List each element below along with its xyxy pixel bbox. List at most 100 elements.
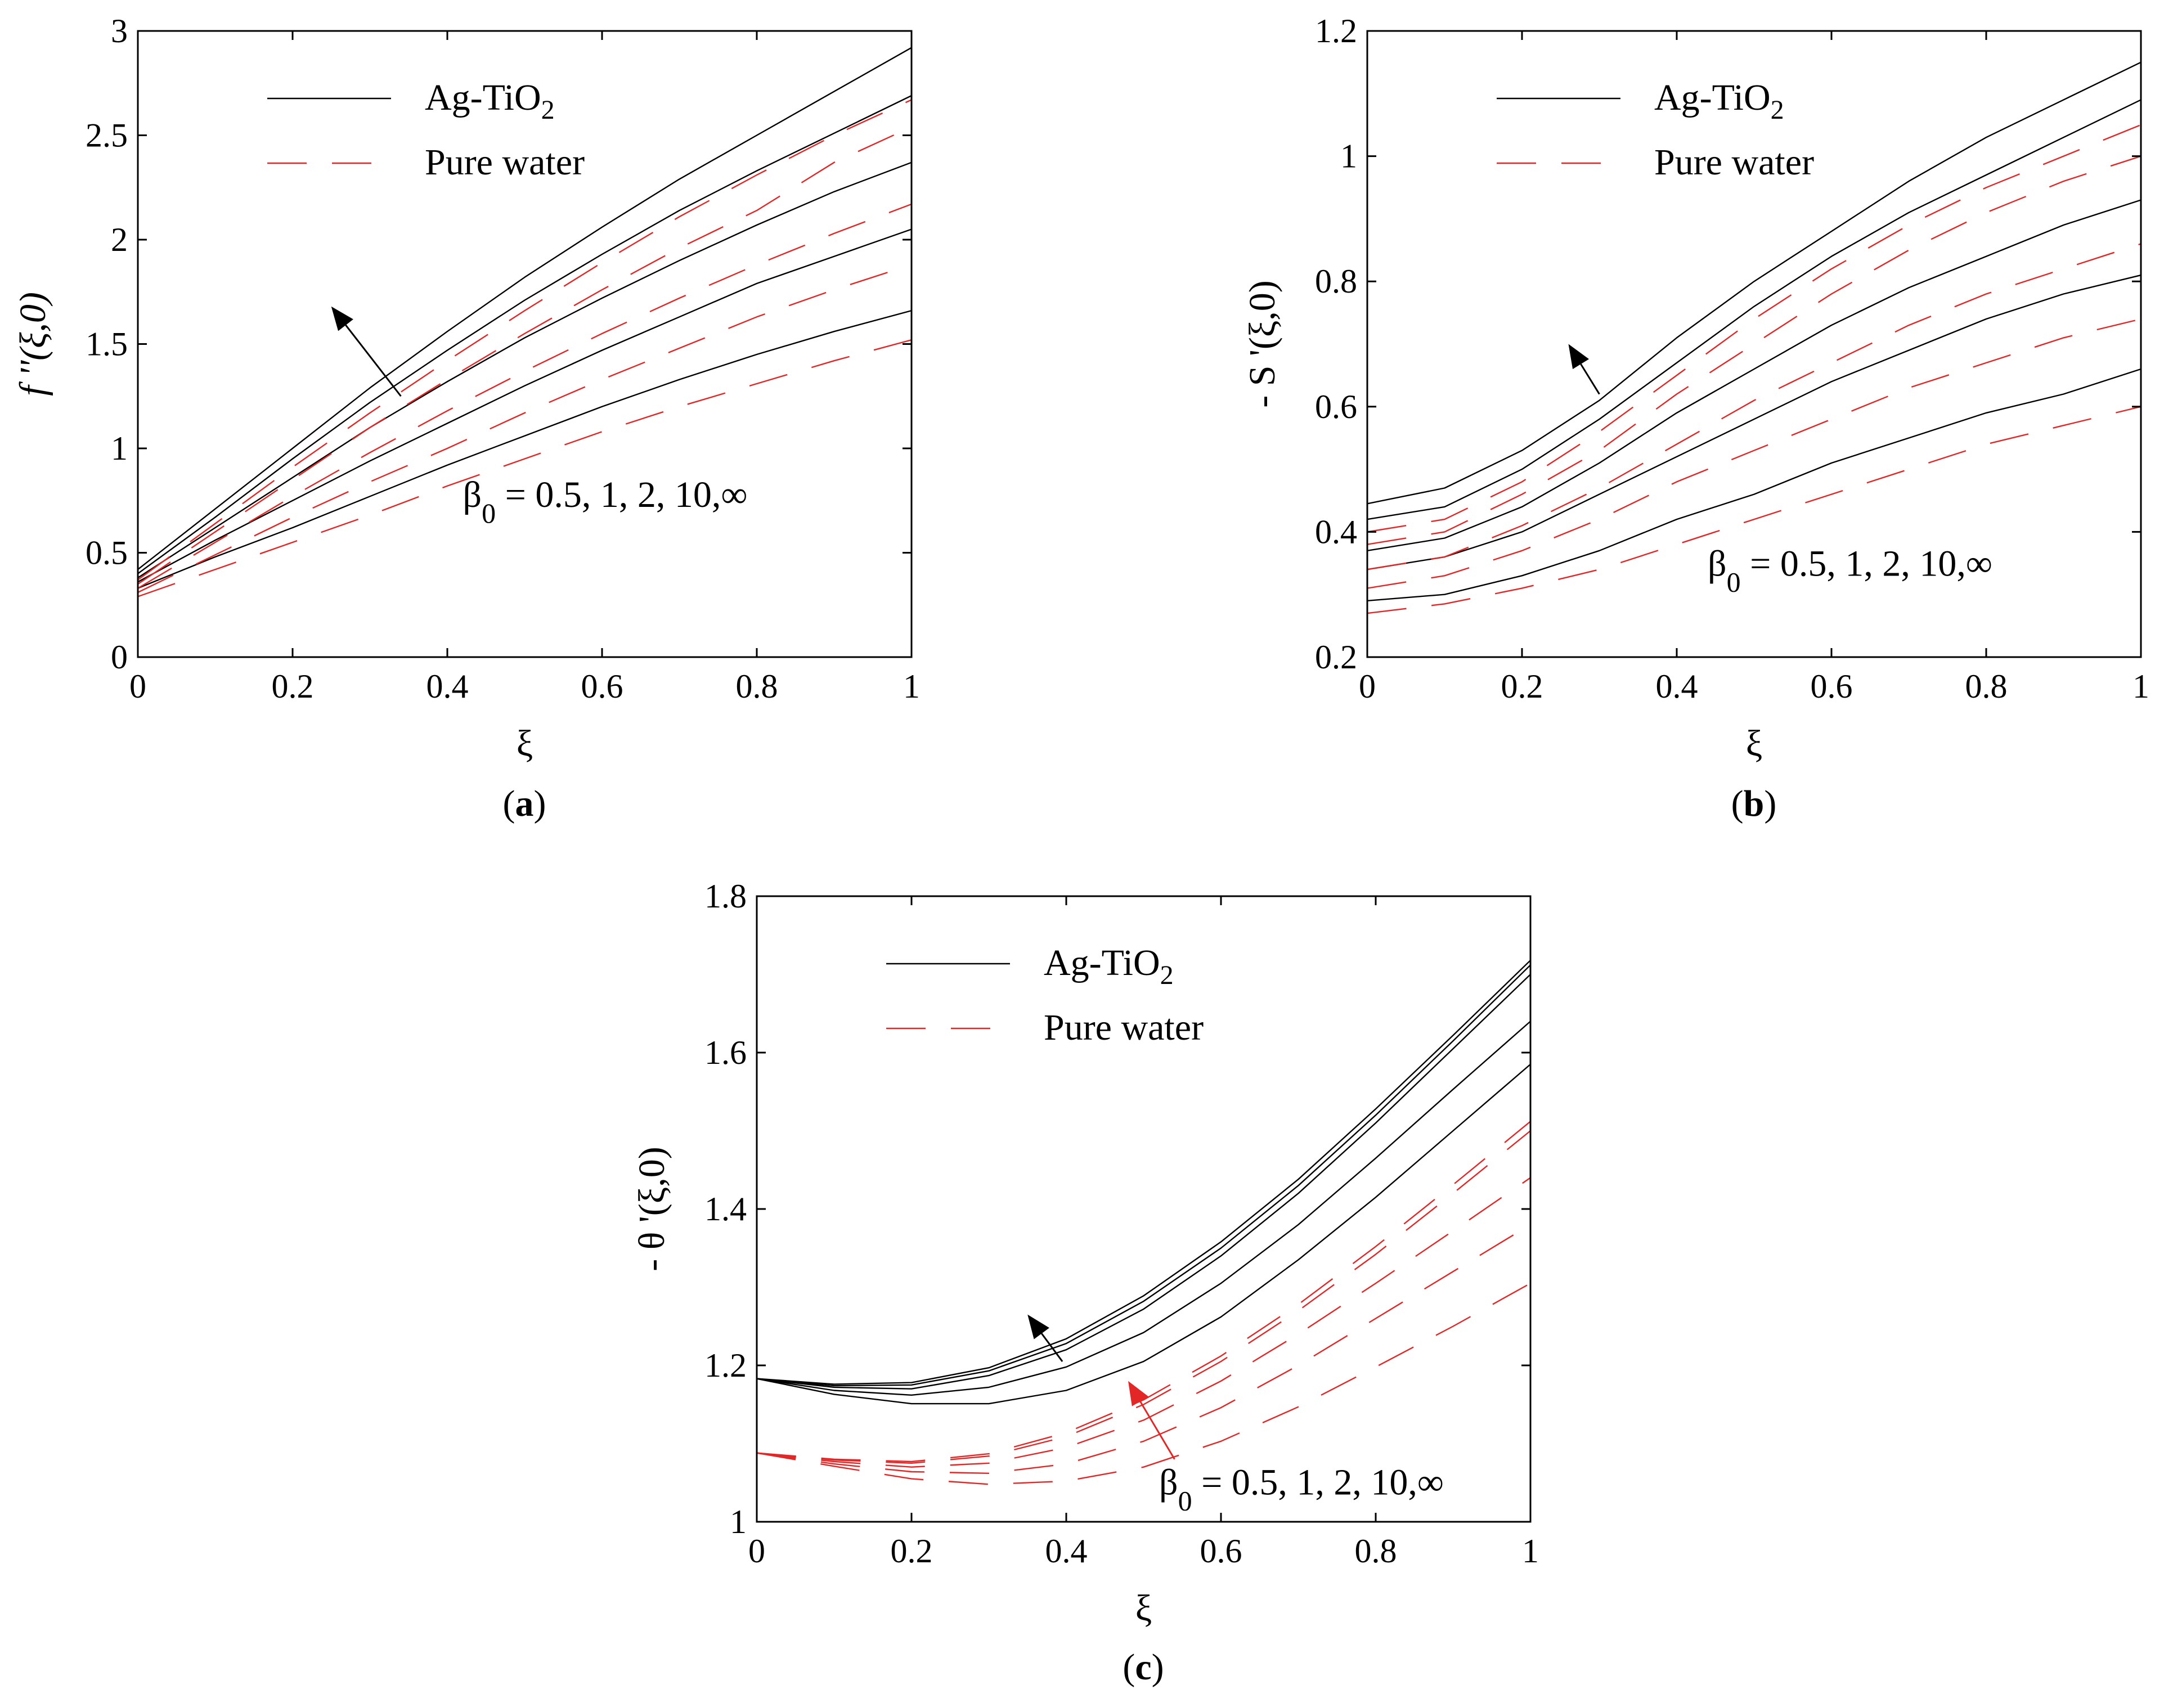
caption-letter: b <box>1744 783 1765 824</box>
plot-frame <box>1366 30 2142 658</box>
x-axis-title: ξ <box>1746 723 1762 764</box>
caption-open: ( <box>1123 1647 1135 1688</box>
y-tick-label: 2.5 <box>86 117 128 154</box>
series-group <box>757 960 1530 1485</box>
beta-values: = 0.5, 1, 2, 10,∞ <box>1741 543 1992 584</box>
x-axis-title: ξ <box>517 723 533 764</box>
trend-arrow-nanofluid <box>1027 1314 1063 1362</box>
y-tick-label: 1.2 <box>704 1347 747 1384</box>
x-axis-title: ξ <box>1135 1588 1152 1629</box>
y-tick-label: 2 <box>111 221 128 258</box>
legend-text: Pure water <box>1654 142 1814 183</box>
caption-close: ) <box>1152 1647 1164 1688</box>
x-tick-label: 0.8 <box>1355 1532 1397 1570</box>
legend-label-water: Pure water <box>425 142 585 183</box>
caption-close: ) <box>534 783 546 824</box>
nanofluid-line-4 <box>757 960 1530 1385</box>
nanofluid-line-3 <box>757 964 1530 1387</box>
y-tick-label: 1.4 <box>704 1190 747 1228</box>
trend-arrow-nanofluid <box>331 306 402 397</box>
nanofluid-line-3 <box>138 95 912 574</box>
beta-annotation: β0 = 0.5, 1, 2, 10,∞ <box>463 474 748 529</box>
x-tick-label: 0 <box>129 668 146 705</box>
x-tick-label: 1 <box>903 668 920 705</box>
beta-subscript: 0 <box>1178 1485 1192 1516</box>
chart-panel-a: 0 0.2 0.4 0.6 0.8 1 0 0.5 1 1.5 2 2.5 3 ξ f ''(ξ,0) Ag-… <box>12 12 920 824</box>
legend-text: Ag-TiO <box>1654 77 1771 118</box>
chart-panel-c: 0 0.2 0.4 0.6 0.8 1 1 1.2 1.4 1.6 1.8 ξ - θ '(ξ,0) Ag… <box>631 878 1539 1688</box>
x-tick-label: 1 <box>1522 1532 1539 1570</box>
nanofluid-line-0 <box>757 1063 1530 1405</box>
beta-annotation: β0 = 0.5, 1, 2, 10,∞ <box>1159 1462 1444 1516</box>
y-axis-title: - θ '(ξ,0) <box>631 1147 672 1271</box>
plot-frame <box>137 30 913 658</box>
water-line-9 <box>757 1121 1530 1463</box>
beta-annotation: β0 = 0.5, 1, 2, 10,∞ <box>1708 543 1992 597</box>
water-line-7 <box>138 203 912 589</box>
y-tick-label: 0.5 <box>86 534 128 572</box>
y-tick-label: 1 <box>1340 138 1357 175</box>
water-line-8 <box>757 1130 1530 1464</box>
water-line-7 <box>1367 243 2141 570</box>
x-tick-label: 0.2 <box>891 1532 933 1570</box>
caption-close: ) <box>1764 783 1776 824</box>
series-group <box>1367 61 2141 614</box>
beta-values: = 0.5, 1, 2, 10,∞ <box>1192 1462 1444 1503</box>
panel-caption: (a) <box>503 783 546 824</box>
nanofluid-line-0 <box>138 309 912 589</box>
caption-letter: c <box>1135 1647 1151 1688</box>
water-line-5 <box>757 1283 1530 1485</box>
legend-label-water: Pure water <box>1654 142 1814 183</box>
beta-symbol: β <box>1708 543 1727 584</box>
plot-frame <box>756 895 1532 1523</box>
panel-caption: (c) <box>1123 1647 1164 1688</box>
y-tick-label: 1 <box>111 430 128 467</box>
legend-text: Ag-TiO <box>1044 942 1160 983</box>
water-line-6 <box>1367 318 2141 589</box>
nanofluid-line-2 <box>138 161 912 579</box>
beta-symbol: β <box>463 474 482 515</box>
water-line-6 <box>757 1224 1530 1474</box>
caption-open: ( <box>1731 783 1744 824</box>
legend-subscript: 2 <box>1160 960 1174 990</box>
beta-symbol: β <box>1159 1462 1178 1503</box>
water-line-9 <box>138 99 912 581</box>
trend-arrow-water <box>1128 1381 1175 1460</box>
water-line-5 <box>138 339 912 597</box>
legend-label-nanofluid: Ag-TiO2 <box>1654 77 1784 125</box>
water-line-8 <box>1367 155 2141 545</box>
nanofluid-line-4 <box>1367 61 2141 505</box>
y-tick-label: 1 <box>730 1503 747 1540</box>
beta-subscript: 0 <box>482 497 496 529</box>
x-tick-label: 0.2 <box>1501 668 1543 705</box>
nanofluid-line-1 <box>138 228 912 583</box>
water-line-7 <box>757 1177 1530 1468</box>
nanofluid-line-2 <box>757 974 1530 1390</box>
caption-open: ( <box>503 783 515 824</box>
y-tick-label: 0.4 <box>1315 513 1357 550</box>
water-line-9 <box>1367 124 2141 533</box>
x-tick-label: 0.8 <box>736 668 778 705</box>
x-tick-label: 0.4 <box>1656 668 1698 705</box>
series-group <box>138 47 912 597</box>
water-line-6 <box>138 264 912 594</box>
water-line-8 <box>138 126 912 585</box>
y-tick-label: 1.5 <box>86 326 128 363</box>
nanofluid-line-1 <box>757 1021 1530 1396</box>
y-tick-label: 1.6 <box>704 1034 747 1071</box>
x-tick-label: 0 <box>1359 668 1376 705</box>
x-tick-label: 0.4 <box>426 668 469 705</box>
legend-text: Ag-TiO <box>425 77 541 118</box>
legend-label-nanofluid: Ag-TiO2 <box>1044 942 1174 990</box>
x-tick-label: 0.6 <box>581 668 623 705</box>
trend-arrow-nanofluid <box>1568 344 1600 395</box>
caption-letter: a <box>515 783 534 824</box>
x-tick-label: 0.8 <box>1965 668 2008 705</box>
y-tick-label: 0.2 <box>1315 639 1357 676</box>
legend-subscript: 2 <box>1771 95 1784 125</box>
panel-caption: (b) <box>1731 783 1777 824</box>
chart-panel-b: 0 0.2 0.4 0.6 0.8 10.20.40.60.811.2ξ- S '(ξ,0… <box>1242 12 2149 824</box>
beta-values: = 0.5, 1, 2, 10,∞ <box>496 474 747 515</box>
y-axis-title: - S '(ξ,0) <box>1242 280 1283 407</box>
